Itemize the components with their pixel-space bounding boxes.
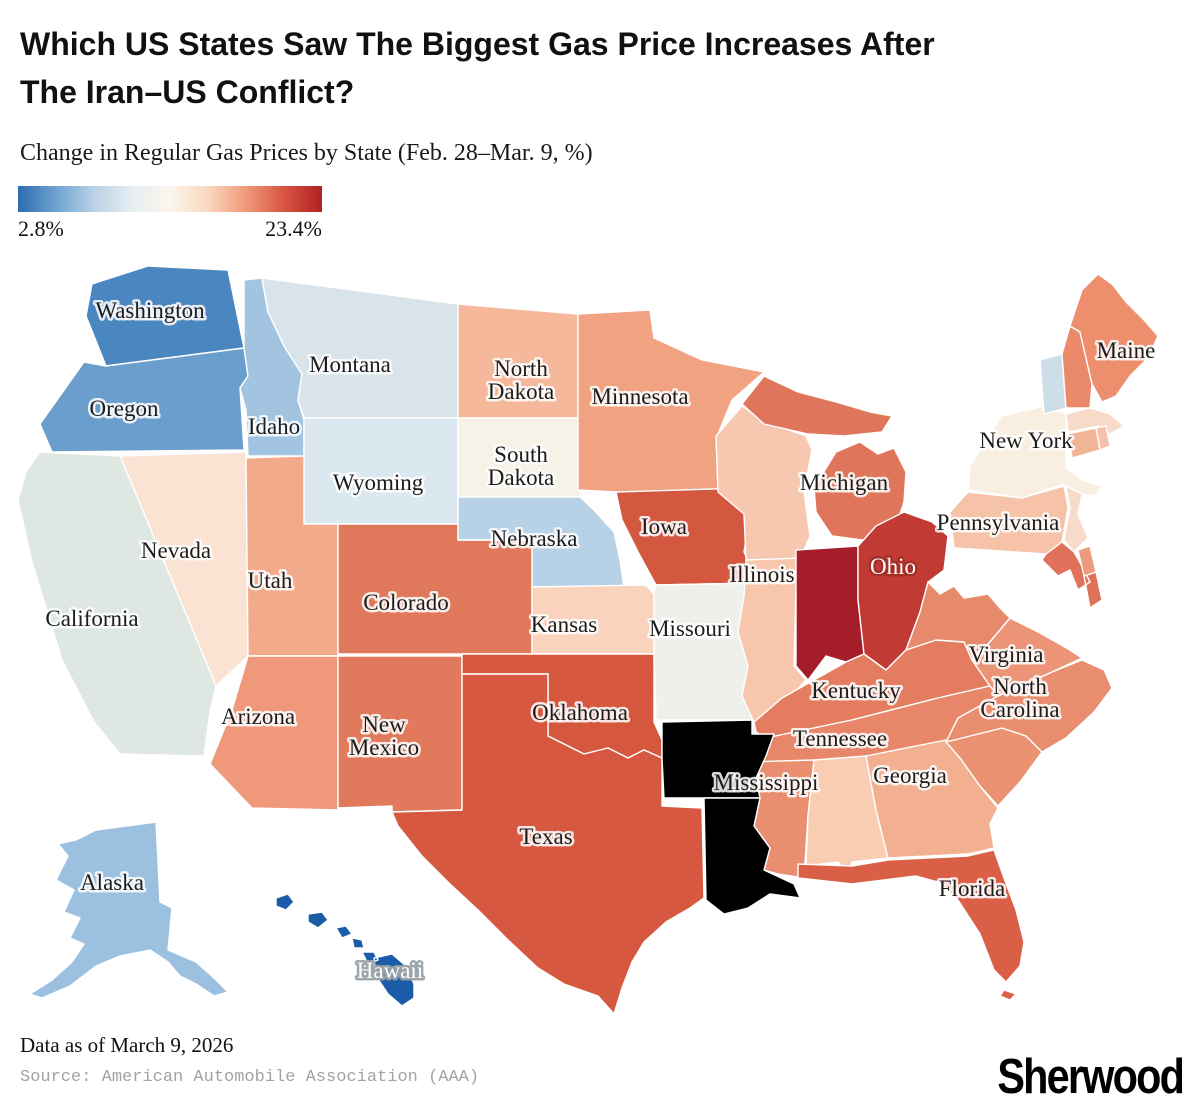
state-label-kansas: Kansas — [531, 612, 597, 637]
state-label-ohio: Ohio — [870, 554, 916, 579]
state-massachusetts — [1065, 407, 1125, 435]
sherwood-logo: Sherwood — [997, 1047, 1185, 1104]
state-label-hawaii: Hawaii — [357, 958, 423, 983]
state-label-california: California — [45, 606, 138, 631]
state-label-alaska: Alaska — [80, 870, 144, 895]
page-title: Which US States Saw The Biggest Gas Pric… — [20, 20, 1170, 116]
state-label-wyoming: Wyoming — [333, 470, 424, 495]
state-new-jersey — [1063, 485, 1089, 553]
us-choropleth-map: Washington Oregon Idaho Montana Wyoming … — [17, 265, 1159, 1015]
state-label-illinois: Illinois — [729, 562, 794, 587]
state-california — [17, 451, 217, 757]
data-note: Data as of March 9, 2026 — [20, 1033, 234, 1057]
state-connecticut — [1067, 427, 1101, 459]
state-label-texas: Texas — [519, 824, 572, 849]
state-label-washington: Washington — [95, 298, 205, 323]
state-rhode-island — [1095, 425, 1111, 451]
state-label-maine: Maine — [1097, 338, 1156, 363]
state-label-florida: Florida — [939, 876, 1005, 901]
state-florida — [797, 849, 1025, 1001]
legend-min-label: 2.8% — [18, 216, 64, 241]
state-label-oregon: Oregon — [90, 396, 159, 421]
chart-subtitle: Change in Regular Gas Prices by State (F… — [20, 140, 593, 166]
state-label-north-carolina: North Carolina — [980, 674, 1059, 722]
state-louisiana — [703, 797, 801, 915]
state-label-arizona: Arizona — [221, 704, 295, 729]
state-label-pennsylvania: Pennsylvania — [937, 510, 1060, 535]
state-label-new-mexico: New Mexico — [349, 712, 419, 760]
legend-labels: 2.8% 23.4% — [18, 216, 322, 242]
state-maryland — [1041, 541, 1103, 609]
color-legend: 2.8% 23.4% — [18, 186, 322, 242]
state-label-nevada: Nevada — [141, 538, 211, 563]
legend-gradient-bar — [18, 186, 322, 212]
state-label-tennessee: Tennessee — [793, 726, 887, 751]
state-nebraska — [457, 496, 625, 588]
state-label-kentucky: Kentucky — [811, 678, 901, 703]
state-label-new-york: New York — [979, 428, 1073, 453]
state-label-utah: Utah — [248, 568, 293, 593]
state-label-idaho: Idaho — [248, 414, 300, 439]
state-label-south-dakota: South Dakota — [488, 442, 554, 490]
state-michigan — [741, 375, 907, 541]
state-labels: Washington Oregon Idaho Montana Wyoming … — [43, 296, 1158, 986]
state-label-montana: Montana — [309, 352, 391, 377]
state-west-virginia — [905, 581, 1011, 661]
state-texas — [391, 673, 705, 1015]
state-label-oklahoma: Oklahoma — [532, 700, 628, 725]
legend-max-label: 23.4% — [265, 216, 322, 241]
state-label-michigan: Michigan — [800, 470, 889, 495]
state-maine — [1069, 273, 1159, 403]
state-label-nebraska: Nebraska — [491, 526, 578, 551]
state-new-york — [967, 405, 1103, 499]
state-pennsylvania — [949, 485, 1069, 555]
state-arizona — [209, 655, 339, 811]
state-delaware — [1077, 545, 1097, 577]
state-label-minnesota: Minnesota — [591, 384, 688, 409]
state-hawaii — [275, 893, 415, 1007]
state-label-virginia: Virginia — [969, 642, 1044, 667]
state-arkansas — [661, 719, 775, 799]
state-label-missouri: Missouri — [649, 616, 731, 641]
title-line-2: The Iran–US Conflict? — [20, 74, 355, 110]
state-alaska — [29, 821, 229, 999]
state-label-mississippi: Mississippi — [714, 770, 819, 795]
state-label-colorado: Colorado — [363, 590, 449, 615]
title-line-1: Which US States Saw The Biggest Gas Pric… — [20, 26, 935, 62]
source-line: Source: American Automobile Association … — [20, 1068, 480, 1087]
state-label-iowa: Iowa — [641, 514, 687, 539]
state-label-north-dakota: North Dakota — [488, 356, 554, 404]
state-label-georgia: Georgia — [873, 763, 947, 788]
state-shapes — [17, 265, 1159, 1015]
state-minnesota — [577, 309, 765, 493]
